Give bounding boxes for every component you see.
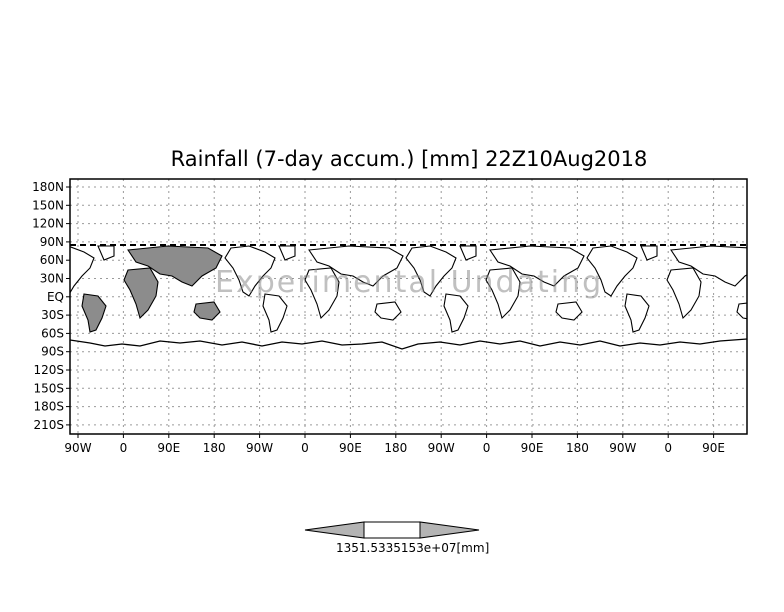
latitude-axis: 180N 150N 120N 90N 60N 30N EQ 30S 60S 90S 120S 150S… bbox=[32, 180, 70, 432]
africa-outline bbox=[304, 267, 340, 320]
watermark-text: Experimental Undating bbox=[215, 265, 603, 300]
lat-tick-label: EQ bbox=[47, 290, 64, 304]
lon-tick-label: 90E bbox=[339, 441, 362, 455]
lat-tick-label: 60N bbox=[40, 253, 64, 267]
north-america-outline bbox=[224, 245, 276, 297]
australia-outline bbox=[555, 301, 583, 321]
colorbar-label: 1351.5335153e+07[mm] bbox=[336, 541, 489, 555]
longitude-axis: 90W 0 90E 180 90W 0 90E 180 90W 0 90E 180 90W 0 90E bbox=[64, 434, 725, 455]
lon-tick-label: 180 bbox=[384, 441, 407, 455]
lat-tick-label: 120N bbox=[32, 217, 64, 231]
australia-outline bbox=[736, 302, 747, 320]
lon-tick-label: 0 bbox=[664, 441, 672, 455]
south-america-outline bbox=[262, 293, 288, 333]
eurasia-outline bbox=[670, 245, 747, 287]
lon-tick-label: 90W bbox=[246, 441, 273, 455]
lon-tick-label: 90E bbox=[702, 441, 725, 455]
australia-outline bbox=[374, 301, 402, 321]
map-panel: Experimental Undating bbox=[69, 178, 748, 435]
lat-tick-label: 90N bbox=[40, 235, 64, 249]
north-america-outline bbox=[586, 245, 638, 297]
lon-tick-label: 90E bbox=[157, 441, 180, 455]
africa-outline bbox=[123, 267, 159, 320]
lat-tick-label: 180N bbox=[32, 180, 64, 194]
colorbar-left-triangle bbox=[304, 521, 365, 539]
lon-tick-label: 0 bbox=[483, 441, 491, 455]
greenland-outline bbox=[97, 245, 115, 261]
lon-tick-label: 90W bbox=[609, 441, 636, 455]
north-america-outline bbox=[70, 246, 95, 294]
greenland-outline bbox=[278, 245, 296, 261]
africa-outline bbox=[666, 267, 702, 320]
eurasia-outline bbox=[489, 245, 585, 287]
lon-tick-label: 180 bbox=[203, 441, 226, 455]
africa-outline bbox=[485, 267, 521, 320]
colorbar: 1351.5335153e+07[mm] bbox=[304, 521, 489, 555]
australia-outline bbox=[193, 301, 221, 321]
south-america-outline bbox=[443, 293, 469, 333]
map-frame bbox=[69, 178, 748, 435]
lon-tick-label: 180 bbox=[566, 441, 589, 455]
lon-tick-label: 90W bbox=[64, 441, 91, 455]
lat-tick-label: 30S bbox=[41, 308, 64, 322]
colorbar-right-triangle bbox=[419, 521, 480, 539]
lon-tick-label: 0 bbox=[301, 441, 309, 455]
map-title: Rainfall (7-day accum.) [mm] 22Z10Aug201… bbox=[171, 147, 648, 171]
south-america-outline bbox=[624, 293, 650, 333]
lon-tick-label: 90W bbox=[428, 441, 455, 455]
lat-tick-label: 120S bbox=[33, 363, 64, 377]
north-america-outline bbox=[405, 245, 457, 297]
lat-tick-label: 60S bbox=[41, 326, 64, 340]
continents bbox=[70, 245, 747, 333]
colorbar-middle-box bbox=[363, 521, 421, 539]
lon-tick-label: 0 bbox=[120, 441, 128, 455]
lat-tick-label: 90S bbox=[41, 345, 64, 359]
lat-tick-label: 150S bbox=[33, 381, 64, 395]
eurasia-outline bbox=[127, 245, 223, 287]
antarctica-coast bbox=[69, 338, 748, 350]
lon-tick-label: 90E bbox=[521, 441, 544, 455]
south-america-outline bbox=[81, 293, 107, 333]
lat-tick-label: 30N bbox=[40, 272, 64, 286]
eurasia-outline bbox=[308, 245, 404, 287]
lat-tick-label: 210S bbox=[33, 418, 64, 432]
lat-tick-label: 150N bbox=[32, 198, 64, 212]
lat-tick-label: 180S bbox=[33, 400, 64, 414]
